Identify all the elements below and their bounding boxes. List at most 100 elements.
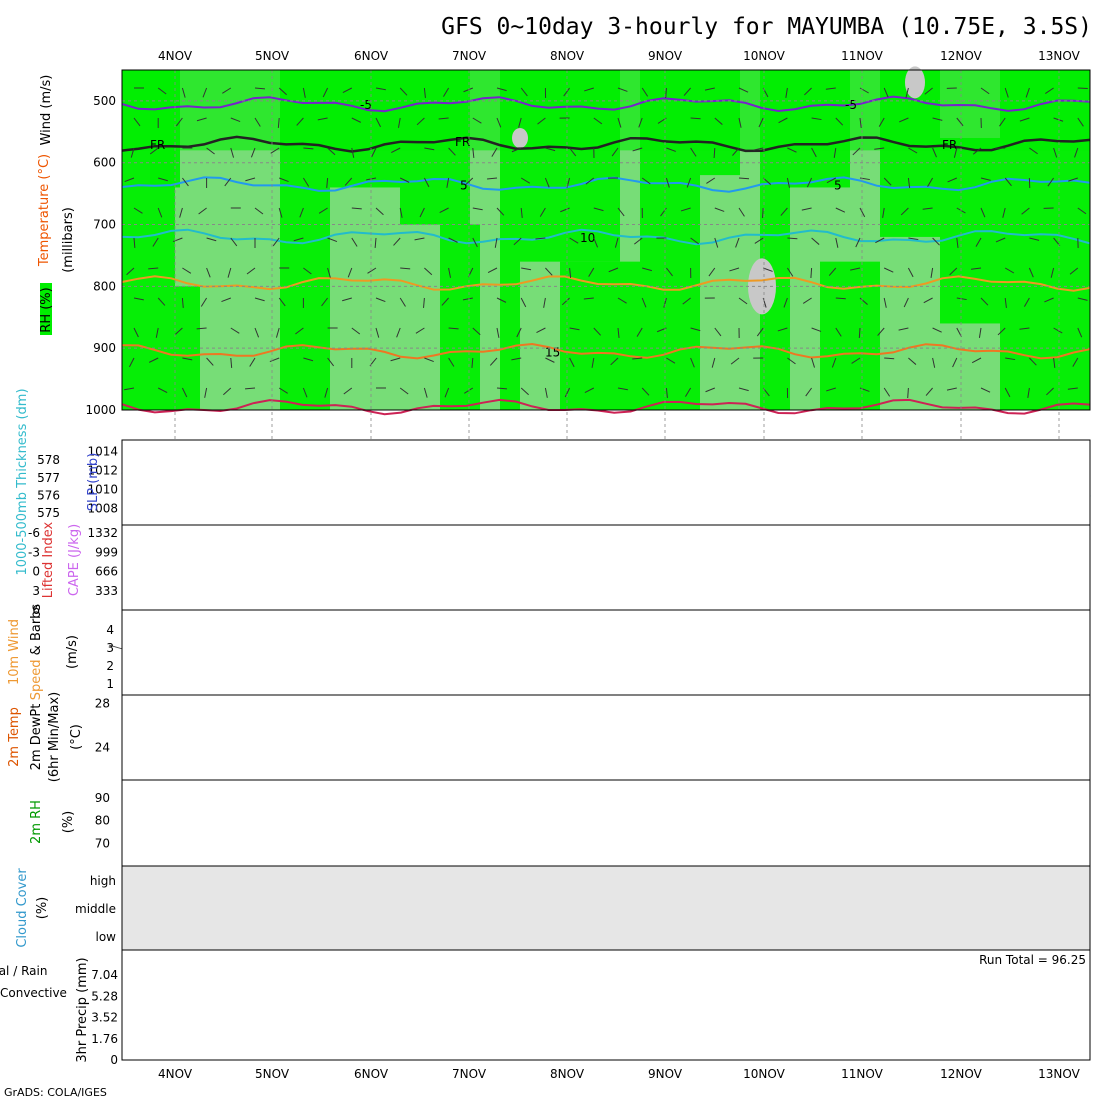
wind-barb [1074,147,1079,158]
wind-barb [763,267,773,272]
wind-barb [416,117,425,126]
wind-barb [1019,117,1030,122]
wind-barb [971,357,982,364]
wind-barb [496,117,502,128]
wind-barb [925,387,933,396]
isotherm [121,228,1091,246]
wind-barb [448,237,458,243]
rh-region [122,70,1090,151]
wind-barb [882,207,885,218]
wind-barb [665,387,668,398]
wind-barb [980,177,991,181]
wind-barb [980,387,991,393]
wind-barb [785,87,788,98]
wind-barb [1021,207,1030,215]
wind-barb [1067,387,1078,390]
precip-legend-convective: Convective [0,986,67,1000]
wind-barb [400,267,411,270]
wind-barb [224,177,232,187]
wind-barb [632,147,643,152]
day-label-top: 9NOV [648,49,683,63]
slp-tick: 1012 [87,464,118,478]
wind-barb [423,87,426,98]
wind-barb [1053,327,1063,334]
wind-barb [487,177,498,180]
panel-frame-cloud [121,865,1091,951]
wind-barb [513,237,522,246]
wind-barb [686,177,692,188]
rh-region [820,261,880,410]
wind-barb [663,297,667,308]
wind-barb [249,357,256,367]
wind-barb [489,357,498,366]
wind-barb [448,147,456,156]
wind-barb [462,297,473,301]
wind-barb [923,297,933,304]
axis-label-part: Lifted Index [41,521,56,598]
wind-barb [174,327,183,336]
wind-barb [1077,87,1088,90]
wind-barb [133,327,139,338]
wind-barb [327,357,335,367]
wind-barb [907,177,911,188]
wind-barb [157,207,163,218]
cape-tick: 999 [95,545,118,559]
wind-barb [756,327,764,337]
wind-barb [496,207,505,216]
wind-barb [351,207,362,210]
wind-barb [471,357,474,369]
wind-barb [518,117,522,128]
wind-barb [133,237,136,249]
wind-barb [1053,147,1058,158]
wind-barb [278,387,288,394]
wind-barb [564,387,571,398]
wind-barb [804,87,812,96]
wind-barb [347,267,353,278]
cape-tick: 333 [95,584,118,598]
wind-barb [367,267,377,274]
minmax-axis-label: (6hr Min/Max) [47,692,62,782]
wind-barb [666,147,676,152]
day-label-top: 13NOV [1038,49,1080,63]
wind-barb [157,387,168,393]
panel-frame-temp [121,694,1091,781]
day-label-bottom: 6NOV [354,1067,389,1081]
wind-barb [1004,387,1011,398]
isotherm-label: 5 [460,178,468,192]
temperature-axis-label: Temperature (°C) [37,154,52,267]
wind-barb [787,357,796,365]
wind-barb [254,117,261,127]
wind-barb [569,147,577,157]
wind-barb [295,327,304,335]
wind-barb [227,267,232,278]
wind-barb [399,87,408,96]
wind-barb [182,357,193,361]
wind-barb [641,297,647,308]
wind-barb [617,87,628,92]
li-tick: 0 [32,565,40,579]
wind-barb [690,237,699,245]
thickness-tick: 578 [37,453,60,467]
wind-barb [1002,207,1006,218]
precip-tick: 3.52 [91,1011,118,1025]
wind-barb [932,117,943,121]
wind-barb [1004,267,1015,274]
slp-tick: 1008 [87,502,118,516]
rh-axis-label: RH (%) [39,287,54,332]
wind-barb [303,147,314,150]
axis-label-part: Temperature (°C) [37,154,52,267]
wind-barb [1046,387,1054,396]
wind-barb [124,177,135,183]
rh2m-axis-label: 2m RH [29,800,44,844]
wind-barb [569,237,579,244]
rh-region [748,258,776,315]
wind-barb [835,327,842,337]
wind10-axis-label: 10m Wind [7,619,22,685]
wind-barb [883,177,892,186]
wind-barb [1053,117,1064,122]
wind-barb [714,327,722,337]
wind-barb [496,87,507,92]
wind-barb [811,327,822,332]
wind-barb [1023,297,1030,307]
